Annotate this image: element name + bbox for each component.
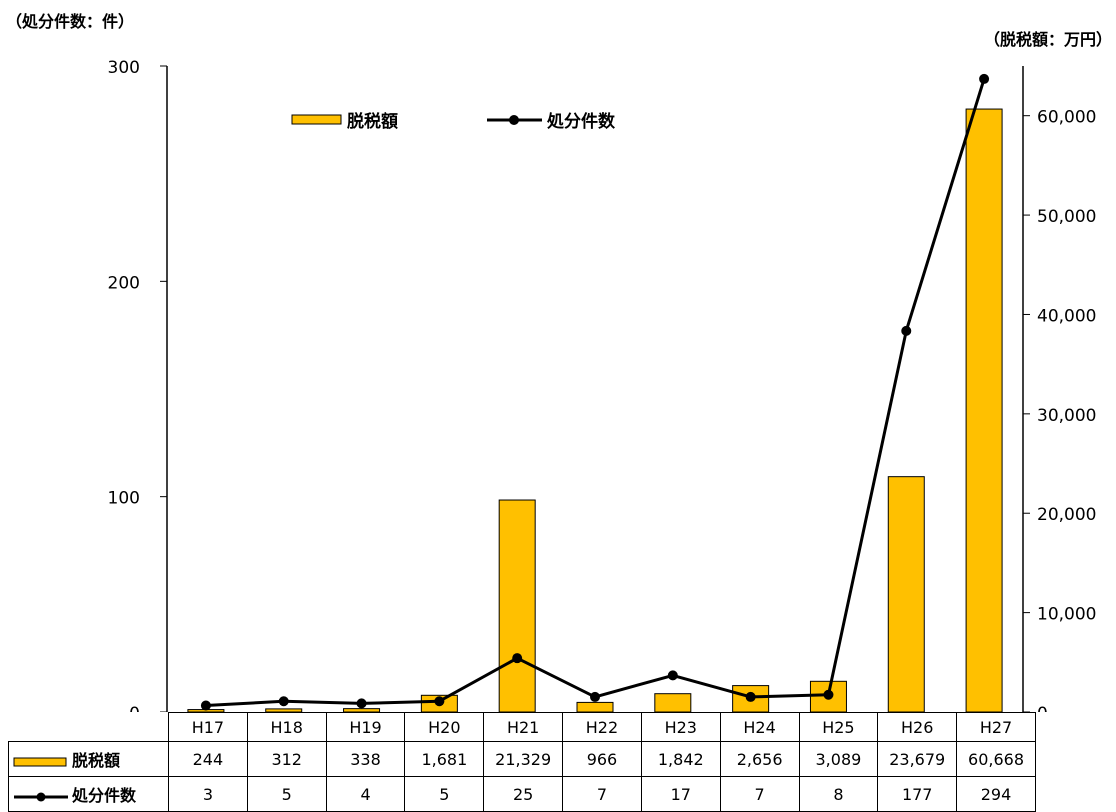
table-cell: 1,681: [404, 741, 485, 777]
line-key-swatch: [14, 792, 68, 801]
category-label: H23: [640, 712, 721, 742]
table-row-datsuzei: 脱税額 244 312 338 1,681 21,329 966 1,842 2,656 3,08…: [8, 741, 1036, 777]
line-point-H21: [512, 653, 523, 664]
line-point-H25: [823, 689, 834, 700]
bar-H27: [965, 108, 1003, 712]
right-axis-unit-label: （脱税額：万円）: [983, 30, 1112, 49]
left-tick-label: 100: [108, 489, 140, 509]
right-tick-label: 60,000: [1037, 108, 1096, 128]
right-tick-label: 10,000: [1037, 605, 1096, 625]
table-cell: 21,329: [483, 741, 564, 777]
table-cell: 5: [246, 776, 327, 812]
legend-line-marker: [509, 115, 519, 125]
line-point-H22: [590, 691, 600, 702]
bar-H22: [576, 701, 614, 712]
category-label: H20: [404, 712, 485, 742]
left-tick-label: 200: [108, 273, 140, 293]
right-tick-label: 50,000: [1037, 207, 1096, 227]
table-cell: 312: [246, 741, 327, 777]
line-point-H23: [667, 670, 678, 681]
category-label: H19: [325, 712, 406, 742]
bar-H21: [498, 499, 536, 712]
line-point-H24: [745, 691, 756, 702]
row-header: 処分件数: [8, 776, 169, 812]
table-cell: 25: [483, 776, 564, 812]
line-point-H19: [356, 698, 367, 709]
right-tick-label: 20,000: [1037, 505, 1096, 525]
bar-H19: [343, 708, 381, 712]
right-tick-label: 30,000: [1037, 406, 1096, 426]
line-point-H17: [200, 700, 211, 711]
table-cell: 2,656: [719, 741, 800, 777]
table-cell: 338: [325, 741, 406, 777]
line-point-H26: [901, 325, 912, 336]
category-label: H21: [483, 712, 564, 742]
category-label: H27: [956, 712, 1036, 742]
bar-H23: [654, 693, 692, 712]
left-axis-unit-label: （処分件数：件）: [6, 12, 135, 31]
legend-bar-label: 脱税額: [347, 111, 398, 132]
table-cell: 23,679: [877, 741, 958, 777]
table-cell: 8: [798, 776, 879, 812]
table-row-shobun: 処分件数 3 5 4 5 25 7 17 7 8 177 294: [8, 776, 1036, 812]
category-label: H25: [798, 712, 879, 742]
table-cell: 4: [325, 776, 406, 812]
table-cell: 294: [956, 776, 1036, 812]
bar-H26: [887, 476, 925, 712]
category-label: H17: [168, 712, 248, 742]
category-label: H22: [562, 712, 642, 742]
table-cell: 244: [168, 741, 248, 777]
line-series-shobun: [205, 78, 986, 708]
category-label: H18: [246, 712, 327, 742]
line-point-H18: [278, 696, 289, 707]
row-header: 脱税額: [8, 741, 169, 777]
row-header-label: 処分件数: [72, 786, 137, 805]
table-cell: 1,842: [640, 741, 721, 777]
right-tick-label: 0: [1037, 704, 1048, 712]
data-table: H17 H18 H19 H20 H21 H22 H23 H24 H25 H26 H27 脱税額 244 3…: [8, 712, 1036, 812]
table-cell: 966: [562, 741, 642, 777]
table-cell: 7: [719, 776, 800, 812]
table-header-row: H17 H18 H19 H20 H21 H22 H23 H24 H25 H26 H27: [9, 712, 1036, 742]
table-cell: 60,668: [956, 741, 1036, 777]
left-tick-label: 300: [108, 58, 140, 78]
table-cell: 5: [404, 776, 485, 812]
legend-bar-key: [291, 114, 342, 125]
left-tick-label: 0: [129, 704, 140, 712]
bar-key-swatch: [13, 757, 67, 766]
category-label: H26: [877, 712, 958, 742]
right-tick-label: 40,000: [1037, 306, 1096, 326]
table-cell: 177: [877, 776, 958, 812]
table-corner: [9, 713, 169, 742]
category-label: H24: [719, 712, 800, 742]
line-point-H27: [979, 73, 990, 84]
line-point-H20: [434, 696, 445, 707]
legend-line-label: 処分件数: [546, 111, 616, 132]
table-cell: 7: [562, 776, 642, 812]
table-cell: 17: [640, 776, 721, 812]
table-cell: 3: [168, 776, 248, 812]
row-header-label: 脱税額: [72, 751, 121, 770]
table-cell: 3,089: [798, 741, 879, 777]
combo-chart: 0 100 200 300 0 10,000 20,000 30,000 40,000 50,00…: [108, 58, 1096, 712]
